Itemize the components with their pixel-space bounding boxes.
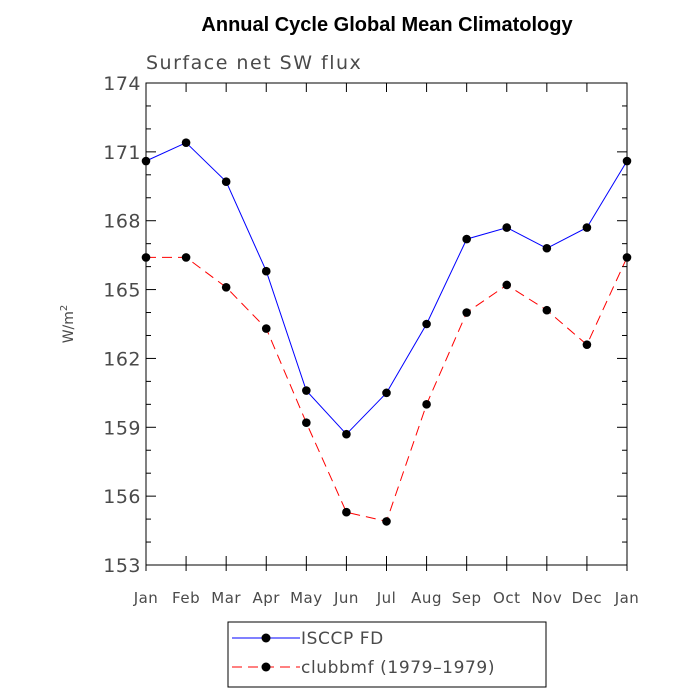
x-tick-label: Oct	[493, 589, 520, 607]
y-tick-label: 156	[103, 486, 141, 508]
data-point	[382, 517, 391, 526]
x-tick-label: Sep	[452, 589, 482, 607]
x-tick-label: Nov	[531, 589, 562, 607]
x-tick-label: Dec	[572, 589, 603, 607]
y-tick-label: 162	[103, 348, 141, 370]
y-tick-label: 165	[103, 280, 141, 302]
data-point	[181, 138, 191, 147]
data-point	[422, 400, 431, 409]
data-point	[542, 243, 552, 253]
x-tick-label: Jul	[376, 589, 397, 607]
x-tick-label: Mar	[211, 589, 241, 607]
x-tick-label: May	[290, 589, 323, 607]
y-tick-label: 153	[103, 555, 141, 577]
data-point	[302, 418, 311, 427]
chart-title: Annual Cycle Global Mean Climatology	[201, 14, 573, 36]
data-point	[622, 156, 632, 166]
data-point	[342, 429, 351, 439]
data-point	[302, 386, 311, 395]
data-point	[221, 177, 231, 186]
plot-ticks: 153 156 159 162 165 168 171 174 Jan Feb Mar Apr May J…	[103, 73, 639, 607]
data-point	[502, 223, 512, 232]
data-point	[181, 253, 191, 262]
x-tick-label: Jun	[333, 589, 359, 607]
data-point	[582, 223, 592, 232]
data-point	[382, 388, 391, 398]
x-tick-label: Jan	[614, 589, 640, 607]
data-point	[462, 234, 471, 244]
series-layer	[141, 138, 632, 526]
data-point	[502, 280, 512, 290]
x-tick-label: Jan	[133, 589, 159, 607]
data-point	[342, 507, 351, 517]
y-tick-label: 171	[103, 142, 141, 164]
y-axis-label: W/m2	[59, 305, 77, 344]
plot-frame	[145, 82, 628, 566]
y-tick-label: 159	[103, 417, 141, 439]
y-tick-label: 168	[103, 211, 141, 233]
legend-label-clubbmf: clubbmf (1979–1979)	[301, 658, 495, 678]
data-point	[422, 319, 431, 329]
data-point	[622, 253, 632, 262]
legend-box	[227, 621, 547, 688]
legend-marker-isccp	[261, 633, 271, 643]
y-tick-label: 174	[103, 73, 141, 95]
data-point	[542, 305, 552, 315]
chart-subtitle: Surface net SW flux	[146, 52, 362, 74]
x-tick-label: Apr	[253, 589, 281, 607]
data-point	[141, 253, 151, 262]
data-point	[261, 266, 271, 276]
data-point	[582, 340, 592, 349]
legend-label-isccp: ISCCP FD	[301, 629, 384, 649]
legend: ISCCP FD clubbmf (1979–1979)	[227, 621, 547, 688]
data-point	[221, 282, 231, 292]
x-tick-label: Feb	[172, 589, 200, 607]
data-point	[462, 308, 471, 317]
x-tick-label: Aug	[411, 589, 442, 607]
data-point	[141, 156, 151, 166]
data-point	[261, 324, 271, 333]
legend-marker-clubbmf	[261, 662, 271, 672]
